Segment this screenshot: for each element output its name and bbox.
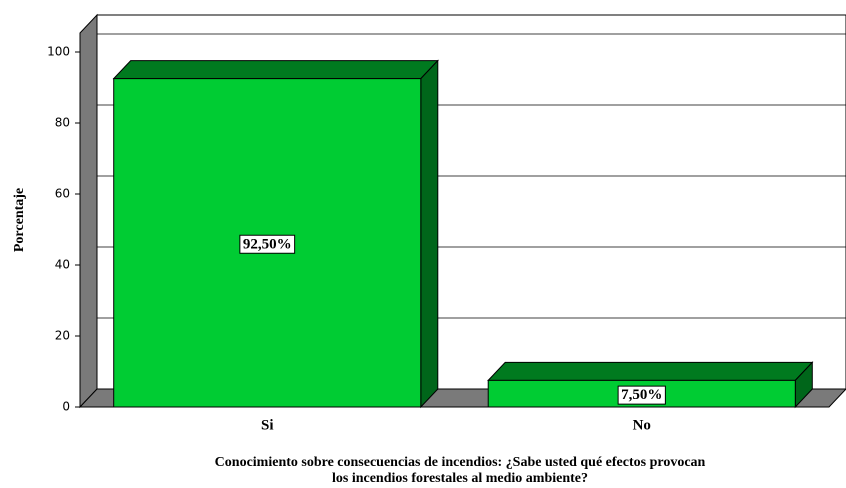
x-axis-label: Conocimiento sobre consecuencias de ince…	[215, 455, 706, 470]
y-tick-label: 60	[55, 187, 70, 201]
y-tick-label: 40	[55, 258, 70, 272]
y-tick-label: 80	[55, 116, 70, 130]
bar-side	[420, 59, 439, 409]
data-label-box	[617, 385, 666, 405]
y-tick-label: 0	[62, 400, 70, 414]
side-wall	[79, 13, 98, 409]
y-tick-label: 20	[55, 329, 70, 343]
y-tick-label: 100	[47, 45, 70, 59]
data-label: 7,50%	[621, 387, 662, 403]
x-axis-label: los incendios forestales al medio ambien…	[332, 471, 588, 486]
x-tick-label: No	[633, 417, 651, 433]
bar-top	[487, 361, 814, 381]
y-axis-label: Porcentaje	[12, 188, 27, 252]
bar-top	[112, 60, 439, 80]
data-label-box	[239, 234, 296, 254]
x-tick-label: Si	[261, 417, 274, 433]
data-label: 92,50%	[243, 236, 292, 252]
